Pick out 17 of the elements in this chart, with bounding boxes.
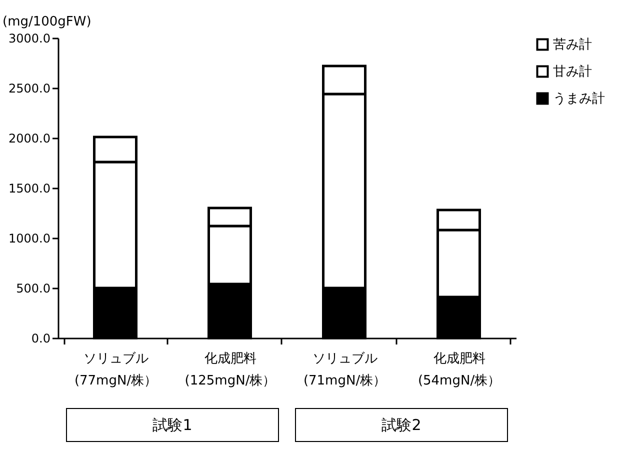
y-tick-label: 500.0: [16, 282, 50, 296]
x-tick-label: 化成肥料 (125mgN/株）: [184, 352, 276, 388]
y-tick-label: 1000.0: [8, 232, 50, 246]
x-tick-label: 化成肥料 (54mgN/株）: [418, 352, 501, 388]
y-tick-label: 2000.0: [8, 132, 50, 146]
legend-label: うまみ計: [553, 92, 605, 106]
x-tick-label: ソリュブル (71mgN/株）: [303, 352, 386, 388]
legend-label: 苦み計: [553, 38, 592, 52]
group-label-box: 試験2: [295, 408, 508, 442]
group-label-box: 試験1: [66, 408, 279, 442]
y-tick-label: 1500.0: [8, 182, 50, 196]
y-tick-label: 0.0: [31, 332, 50, 346]
y-axis-title: (mg/100gFW): [2, 14, 92, 30]
y-tick-label: 3000.0: [8, 32, 50, 46]
x-tick-label: ソリュブル (77mgN/株）: [74, 352, 158, 388]
legend-label: 甘み計: [553, 64, 592, 80]
y-tick-label: 2500.0: [8, 82, 50, 96]
